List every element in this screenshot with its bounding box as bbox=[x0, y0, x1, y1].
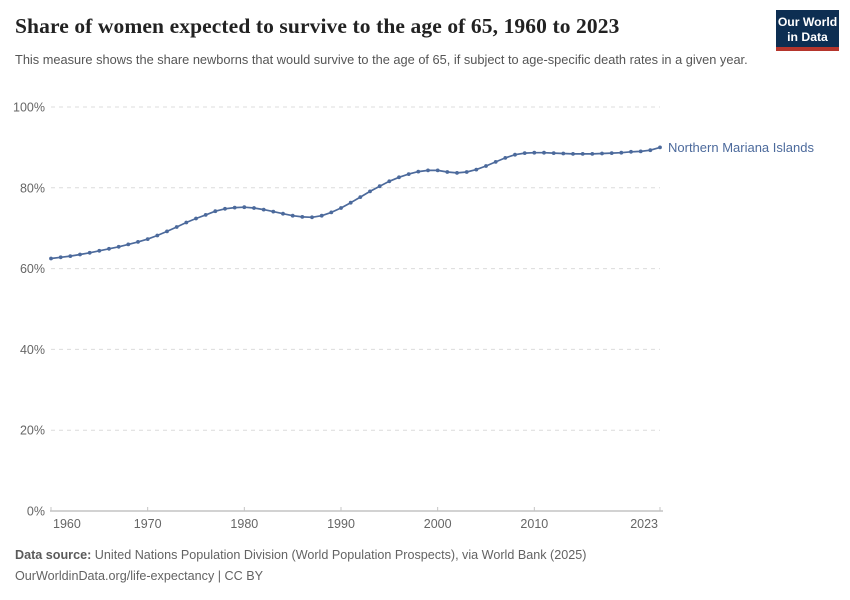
data-point bbox=[329, 210, 334, 215]
data-point bbox=[213, 209, 218, 214]
data-point bbox=[78, 252, 82, 257]
data-point bbox=[339, 206, 343, 210]
x-tick-label: 2023 bbox=[630, 517, 658, 531]
y-tick-label: 20% bbox=[20, 424, 45, 438]
data-point bbox=[290, 213, 295, 218]
owid-logo-line2: in Data bbox=[787, 30, 828, 44]
data-point bbox=[493, 160, 498, 164]
y-tick-label: 60% bbox=[20, 262, 45, 276]
data-point bbox=[107, 246, 111, 251]
data-point bbox=[561, 151, 566, 156]
data-point bbox=[194, 216, 198, 221]
data-point bbox=[580, 152, 585, 156]
owid-logo-line1: Our World bbox=[777, 15, 838, 29]
x-tick-label: 2010 bbox=[520, 517, 548, 531]
data-source-label: Data source: bbox=[15, 548, 92, 562]
data-point bbox=[223, 206, 227, 211]
data-point bbox=[513, 152, 517, 157]
data-point bbox=[174, 225, 179, 229]
chart-title: Share of women expected to survive to th… bbox=[15, 14, 620, 38]
y-tick-label: 0% bbox=[27, 505, 45, 519]
data-point bbox=[261, 207, 266, 212]
data-point bbox=[184, 220, 189, 225]
data-point bbox=[377, 184, 382, 189]
x-tick-label: 1960 bbox=[53, 517, 81, 531]
data-point bbox=[252, 206, 256, 210]
data-point bbox=[503, 156, 508, 160]
data-point bbox=[571, 152, 575, 156]
data-point bbox=[609, 151, 614, 156]
data-source-line: Data source: United Nations Population D… bbox=[15, 545, 586, 566]
data-point bbox=[658, 145, 662, 150]
data-point bbox=[619, 150, 624, 155]
data-point bbox=[58, 255, 63, 260]
data-point bbox=[242, 205, 247, 210]
data-point bbox=[551, 151, 556, 156]
data-point bbox=[648, 148, 653, 153]
data-point bbox=[319, 213, 324, 218]
data-point bbox=[397, 175, 401, 180]
entity-label: Northern Mariana Islands bbox=[668, 140, 814, 155]
data-point bbox=[416, 169, 421, 174]
data-point bbox=[542, 150, 546, 155]
data-points bbox=[49, 145, 662, 261]
y-tick-label: 100% bbox=[13, 101, 45, 115]
data-point bbox=[532, 150, 537, 155]
data-point bbox=[464, 170, 469, 174]
license-line: OurWorldinData.org/life-expectancy | CC … bbox=[15, 568, 264, 583]
x-tick-label: 2000 bbox=[424, 517, 452, 531]
x-axis: 1960 1970 1980 1990 2000 2010 2023 bbox=[50, 507, 663, 531]
data-point bbox=[116, 244, 121, 249]
x-tick-label: 1990 bbox=[327, 517, 355, 531]
chart-footer: Data source: United Nations Population D… bbox=[15, 545, 586, 586]
data-point bbox=[435, 168, 440, 173]
data-line bbox=[50, 146, 661, 260]
data-point bbox=[126, 242, 131, 247]
data-point bbox=[145, 237, 150, 242]
x-tick-label: 1970 bbox=[134, 517, 162, 531]
data-point bbox=[165, 229, 169, 234]
x-tick-label: 1980 bbox=[230, 517, 258, 531]
data-point bbox=[271, 209, 276, 214]
data-point bbox=[97, 248, 102, 253]
data-source-text: United Nations Population Division (Worl… bbox=[91, 548, 587, 562]
owid-logo: Our World in Data bbox=[776, 10, 839, 51]
y-gridlines bbox=[51, 106, 660, 431]
data-point bbox=[474, 167, 479, 172]
data-point bbox=[300, 215, 305, 219]
data-point bbox=[348, 200, 353, 205]
data-point bbox=[484, 164, 488, 168]
y-tick-label: 40% bbox=[20, 343, 45, 357]
data-point bbox=[406, 172, 411, 177]
data-point bbox=[281, 211, 285, 216]
data-point bbox=[522, 151, 527, 156]
data-point bbox=[49, 256, 53, 261]
data-point bbox=[310, 215, 314, 220]
data-point bbox=[638, 149, 643, 154]
y-axis-labels: 0% 20% 40% 60% 80% 100% bbox=[13, 101, 45, 519]
data-point bbox=[600, 151, 604, 156]
data-point bbox=[426, 168, 430, 173]
data-point bbox=[455, 171, 459, 175]
data-point bbox=[590, 152, 595, 156]
data-point bbox=[445, 170, 450, 174]
data-point bbox=[203, 213, 208, 217]
data-point bbox=[232, 205, 237, 210]
data-point bbox=[387, 179, 392, 184]
data-point bbox=[368, 189, 372, 194]
data-point bbox=[68, 254, 73, 258]
data-point bbox=[87, 250, 92, 255]
y-tick-label: 80% bbox=[20, 181, 45, 195]
chart-subtitle: This measure shows the share newborns th… bbox=[15, 52, 748, 67]
data-point bbox=[136, 240, 140, 244]
data-point bbox=[155, 233, 160, 238]
data-point bbox=[629, 149, 633, 154]
data-point bbox=[358, 195, 363, 200]
